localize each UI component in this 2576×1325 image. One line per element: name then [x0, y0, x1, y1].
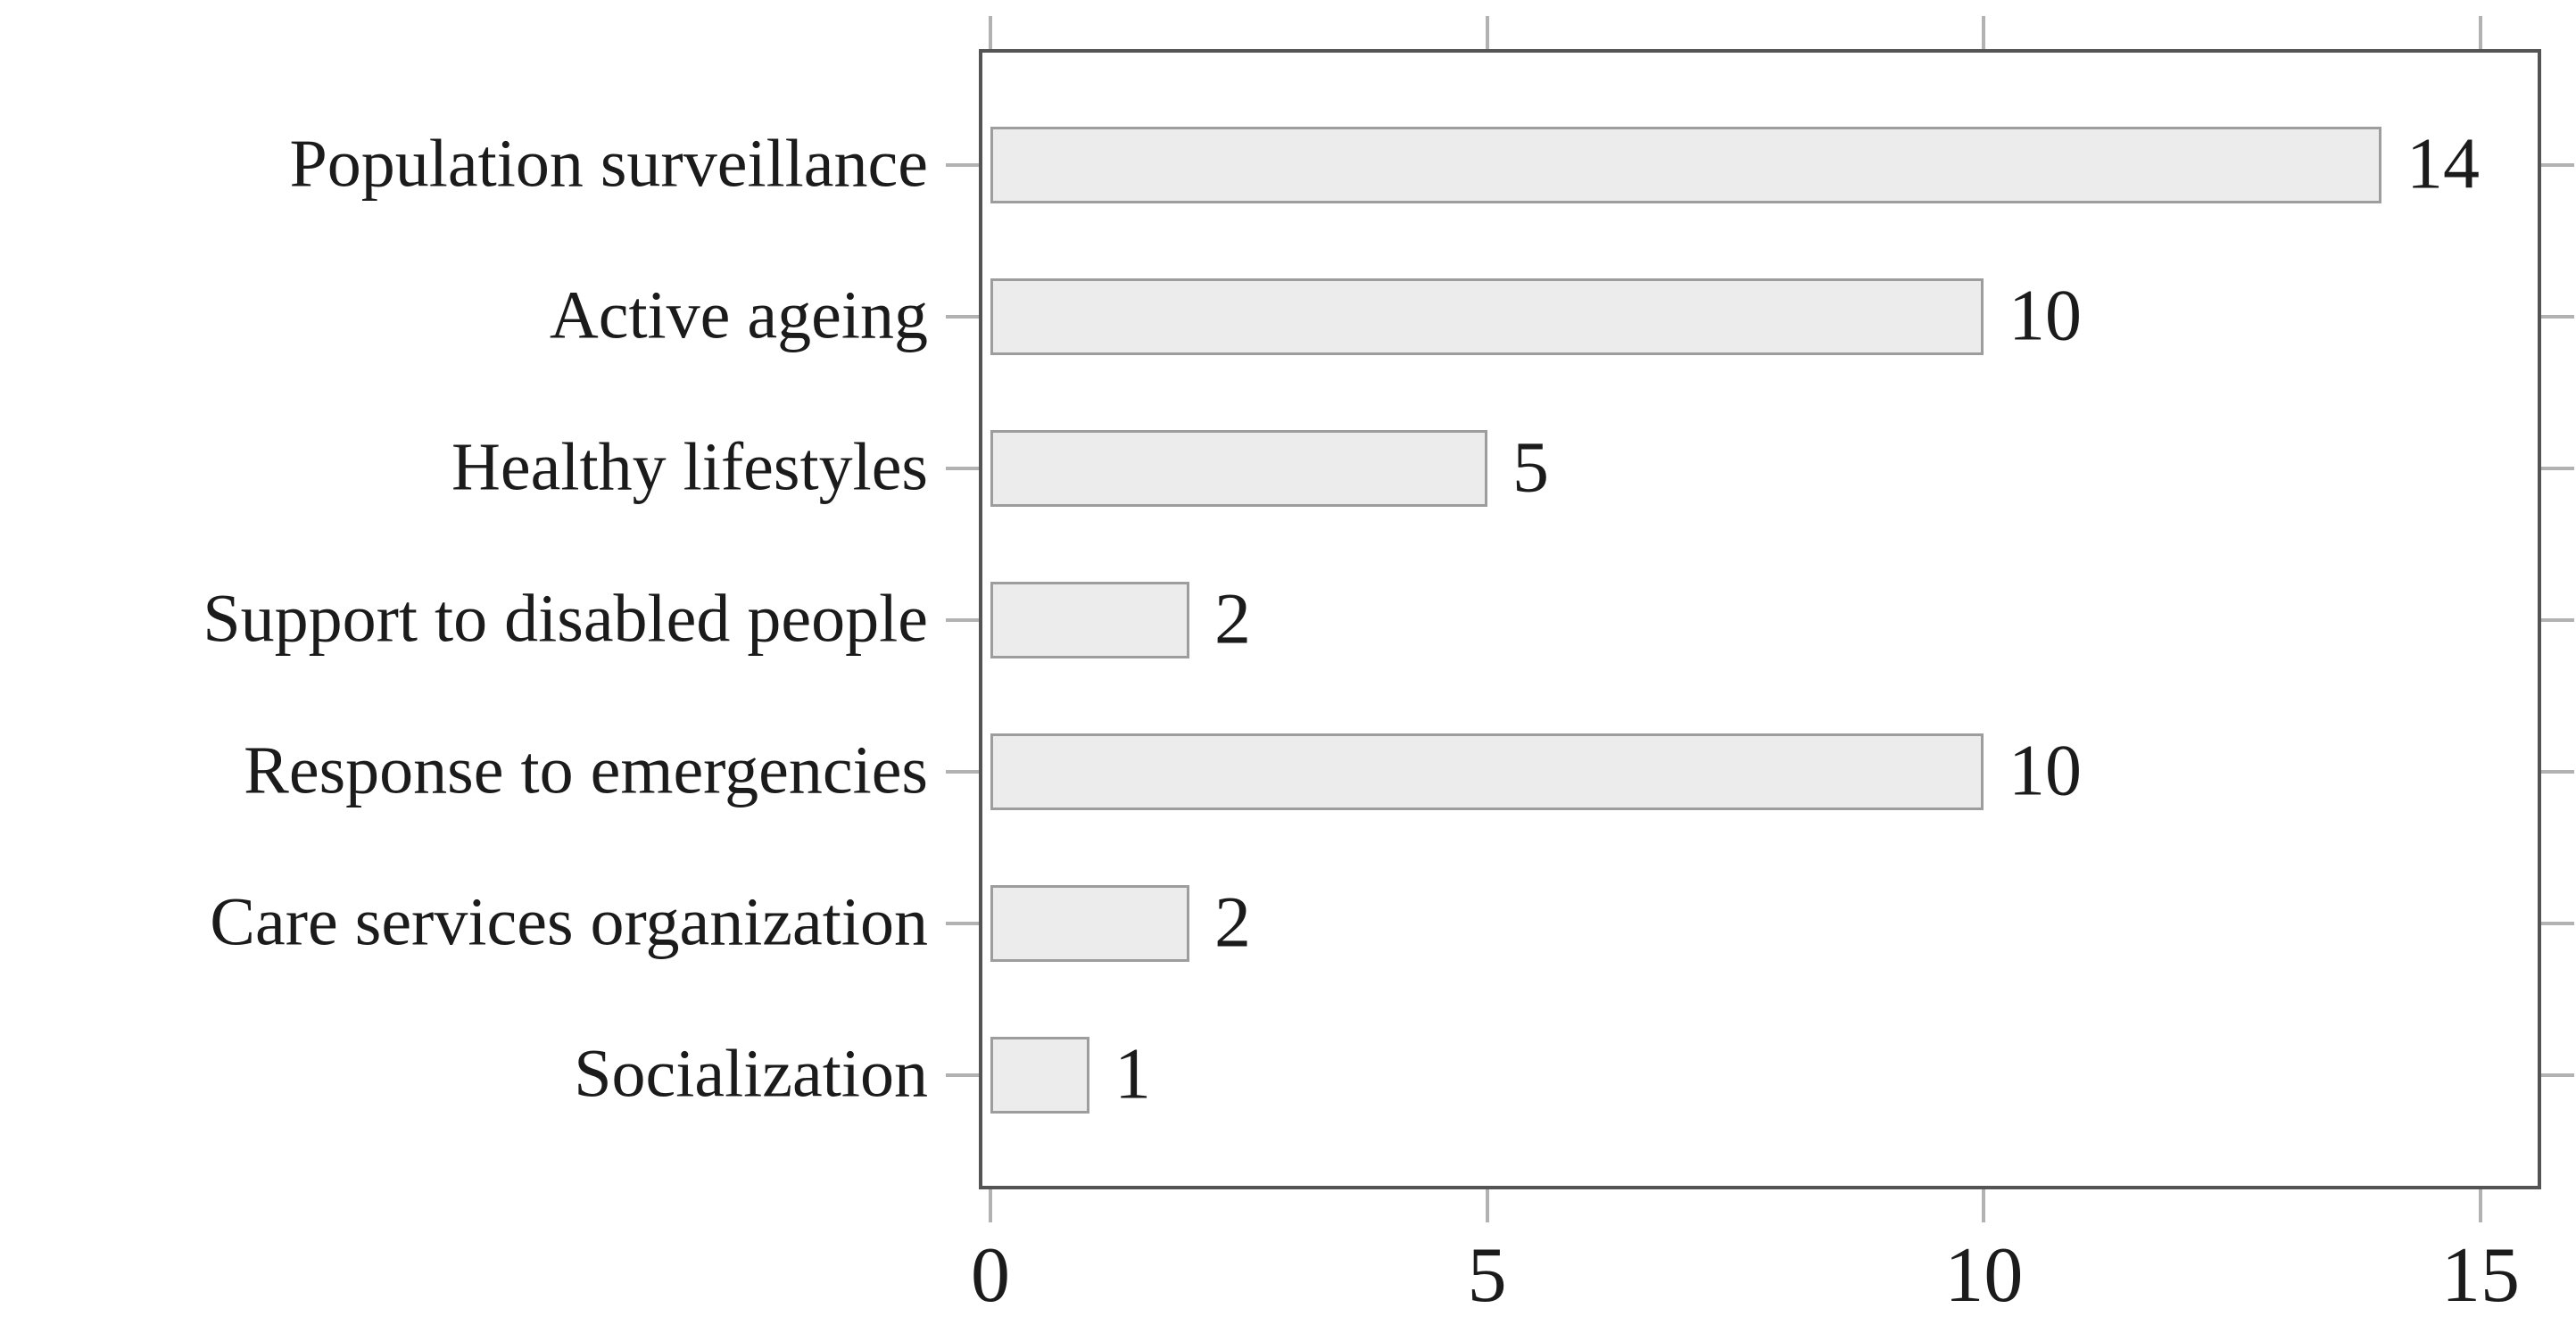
y-axis-tick-right	[2541, 1073, 2574, 1077]
bar-value-label: 2	[1214, 881, 1251, 963]
bar	[990, 733, 1984, 810]
x-axis-tick-bottom	[1485, 1189, 1489, 1222]
bar-value-label: 14	[2406, 122, 2480, 204]
bar	[990, 278, 1984, 355]
category-label: Response to emergencies	[244, 733, 928, 808]
bar	[990, 430, 1487, 507]
bar-value-label: 10	[2009, 274, 2082, 356]
plot-area	[979, 49, 2541, 1189]
category-label: Socialization	[574, 1036, 928, 1112]
x-axis-tick-top	[989, 16, 992, 49]
y-axis-tick-right	[2541, 315, 2574, 319]
x-axis-tick-top	[2479, 16, 2482, 49]
x-axis-tick-top	[1982, 16, 1986, 49]
bar	[990, 885, 1189, 962]
bar	[990, 582, 1189, 658]
bar-value-label: 1	[1114, 1032, 1151, 1114]
bar-value-label: 10	[2009, 729, 2082, 811]
y-axis-tick-left	[946, 1073, 979, 1077]
x-axis-tick-label: 10	[1944, 1232, 2024, 1319]
x-axis-tick-label: 15	[2441, 1232, 2520, 1319]
bar-value-label: 2	[1214, 577, 1251, 659]
x-axis-tick-top	[1485, 16, 1489, 49]
bar-value-label: 5	[1512, 426, 1549, 508]
category-label: Healthy lifestyles	[451, 429, 928, 505]
category-label: Care services organization	[210, 884, 928, 960]
y-axis-tick-left	[946, 770, 979, 774]
bar	[990, 127, 2381, 203]
x-axis-tick-bottom	[2479, 1189, 2482, 1222]
y-axis-tick-left	[946, 467, 979, 470]
y-axis-tick-right	[2541, 618, 2574, 622]
category-label: Support to disabled people	[203, 581, 928, 657]
y-axis-tick-right	[2541, 922, 2574, 925]
x-axis-tick-bottom	[989, 1189, 992, 1222]
category-label: Active ageing	[549, 277, 928, 353]
x-axis-tick-label: 5	[1467, 1232, 1507, 1319]
y-axis-tick-left	[946, 922, 979, 925]
x-axis-tick-bottom	[1982, 1189, 1986, 1222]
category-label: Population surveillance	[289, 126, 928, 202]
y-axis-tick-right	[2541, 163, 2574, 167]
x-axis-tick-label: 0	[971, 1232, 1010, 1319]
y-axis-tick-right	[2541, 770, 2574, 774]
y-axis-tick-right	[2541, 467, 2574, 470]
bar	[990, 1037, 1089, 1114]
y-axis-tick-left	[946, 315, 979, 319]
y-axis-tick-left	[946, 618, 979, 622]
y-axis-tick-left	[946, 163, 979, 167]
